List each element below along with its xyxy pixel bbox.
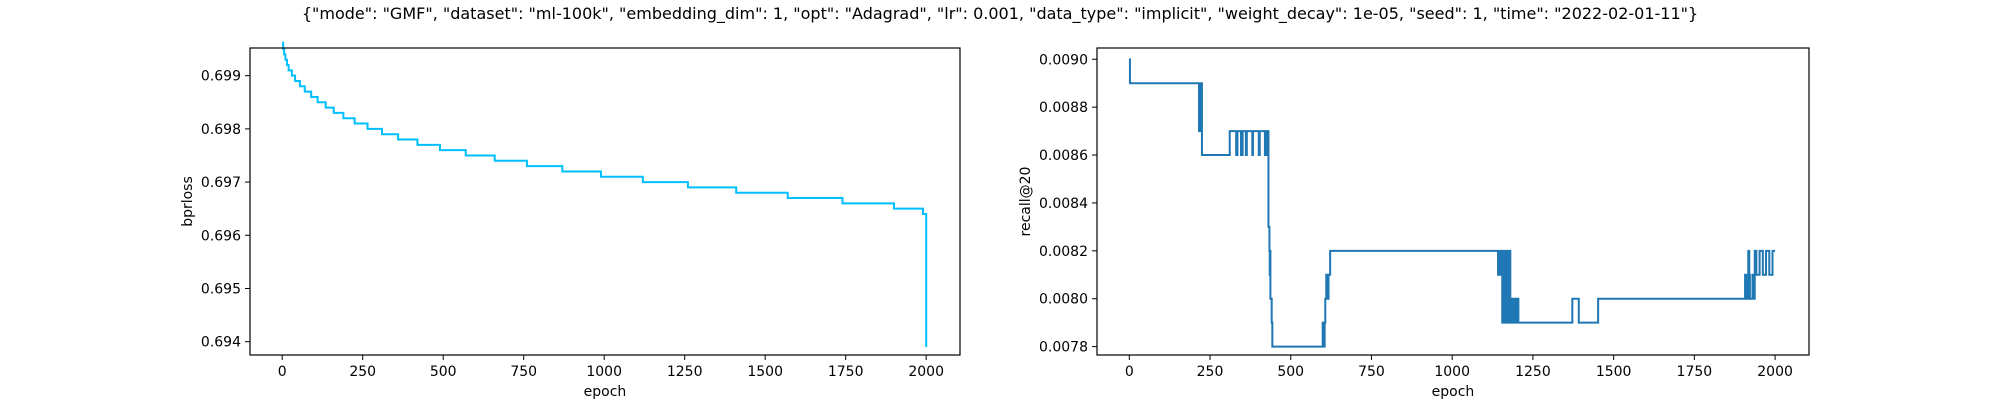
x-tick-label: 1500 — [1596, 364, 1632, 380]
y-tick-label: 0.0082 — [1039, 244, 1088, 260]
figure-title: {"mode": "GMF", "dataset": "ml-100k", "e… — [301, 4, 1699, 23]
y-tick-label: 0.694 — [201, 335, 241, 351]
x-tick-label: 750 — [510, 364, 537, 380]
x-tick-label: 1750 — [828, 364, 864, 380]
x-tick-label: 250 — [1197, 364, 1224, 380]
x-tick-label: 1250 — [1515, 364, 1551, 380]
x-tick-label: 750 — [1358, 364, 1385, 380]
x-tick-label: 0 — [1125, 364, 1134, 380]
x-tick-label: 0 — [278, 364, 287, 380]
x-tick-label: 1250 — [667, 364, 703, 380]
x-tick-label: 2000 — [908, 364, 944, 380]
plot-area-frame — [1096, 47, 1810, 356]
y-tick-label: 0.697 — [201, 175, 241, 191]
y-tick-label: 0.0088 — [1039, 100, 1088, 116]
x-tick-label: 250 — [349, 364, 376, 380]
y-tick-label: 0.695 — [201, 281, 241, 297]
y-tick-label: 0.0078 — [1039, 340, 1088, 356]
x-tick-label: 2000 — [1757, 364, 1793, 380]
y-tick-label: 0.698 — [201, 122, 241, 138]
x-tick-label: 1500 — [747, 364, 783, 380]
y-axis-label: recall@20 — [1018, 167, 1034, 237]
series-line — [282, 41, 928, 348]
plot-area-frame — [249, 47, 961, 356]
y-tick-label: 0.699 — [201, 69, 241, 85]
y-axis-label: bprloss — [180, 176, 196, 227]
y-tick-label: 0.0090 — [1039, 52, 1088, 68]
x-axis-label: epoch — [584, 384, 627, 400]
x-tick-label: 1000 — [1434, 364, 1470, 380]
x-tick-label: 500 — [430, 364, 457, 380]
chart-panel-1: 0 250 500 750 1000 1250 1500 1750 2000 0.694 0.695… — [180, 41, 961, 400]
series-line — [1128, 58, 1776, 348]
y-tick-label: 0.0080 — [1039, 292, 1088, 308]
chart-panel-2: 0 250 500 750 1000 1250 1500 1750 2000 0.0078 0.00… — [1018, 47, 1810, 400]
y-tick-label: 0.696 — [201, 228, 241, 244]
y-tick-label: 0.0086 — [1039, 148, 1088, 164]
x-axis-label: epoch — [1432, 384, 1475, 400]
x-tick-label: 500 — [1277, 364, 1304, 380]
x-tick-label: 1000 — [586, 364, 622, 380]
y-tick-label: 0.0084 — [1039, 196, 1088, 212]
x-tick-label: 1750 — [1677, 364, 1713, 380]
